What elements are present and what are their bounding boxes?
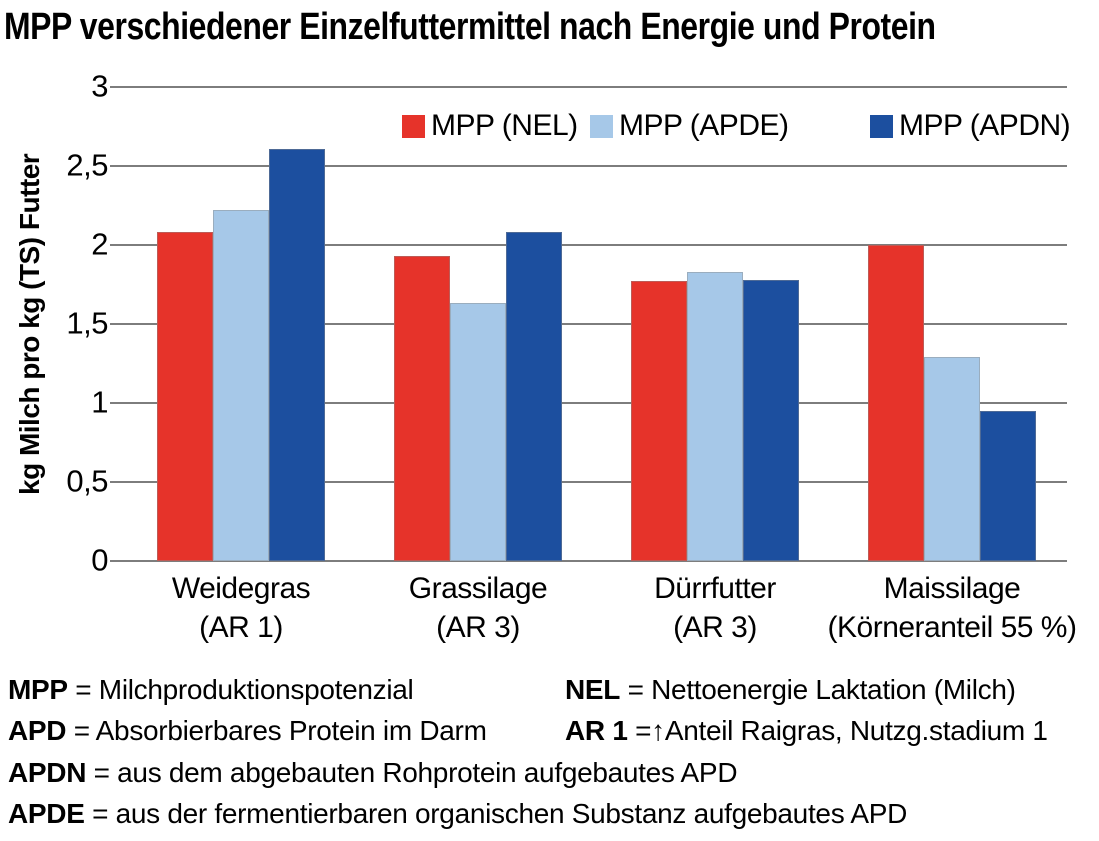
gridline-0 — [110, 560, 1067, 562]
footnote-row-4: APDE = aus der fermentierbaren organisch… — [8, 798, 1093, 830]
gridline-1,5 — [110, 323, 1067, 325]
legend-swatch-apdn — [870, 114, 893, 138]
x-category-label-1: Weidegras (AR 1) — [171, 572, 311, 644]
bar-mpp-apdn--cat4 — [980, 411, 1036, 561]
y-tick-label-3: 3 — [91, 68, 108, 104]
y-tick-label-1: 1 — [91, 384, 108, 420]
footnote-apdn: APDN = aus dem abgebauten Rohprotein auf… — [8, 757, 738, 788]
y-tick-label-2: 2 — [91, 226, 108, 262]
gridline-0,5 — [110, 481, 1067, 483]
legend-item-nel: MPP (NEL) — [402, 109, 578, 143]
footnote-mpp: MPP = Milchproduktionspotenzial — [8, 674, 414, 705]
bar-mpp-apdn--cat3 — [743, 280, 799, 561]
x-category-label-2: Grassilage (AR 3) — [408, 572, 548, 644]
legend-item-apdn: MPP (APDN) — [870, 109, 1071, 143]
y-tick-label-2,5: 2,5 — [66, 147, 108, 183]
y-tick-label-1,5: 1,5 — [66, 305, 108, 341]
chart-title: MPP verschiedener Einzelfuttermittel nac… — [4, 6, 936, 48]
legend-swatch-apde — [590, 114, 613, 138]
bar-mpp-apde--cat4 — [924, 357, 980, 561]
y-tick-label-0,5: 0,5 — [66, 463, 108, 499]
gridline-3 — [110, 86, 1067, 88]
footnote-apde: APDE = aus der fermentierbaren organisch… — [8, 798, 908, 829]
footnote-row-3: APDN = aus dem abgebauten Rohprotein auf… — [8, 757, 1093, 789]
bar-mpp-apdn--cat2 — [506, 232, 562, 561]
footnote-row-1: MPP = Milchproduktionspotenzial NEL = Ne… — [8, 674, 1093, 706]
footnote-nel: NEL = Nettoenergie Laktation (Milch) — [565, 674, 1016, 705]
x-category-label-3: Dürrfutter (AR 3) — [654, 572, 776, 644]
bar-mpp-nel--cat2 — [394, 256, 450, 561]
legend-label-nel: MPP (NEL) — [431, 109, 578, 142]
gridline-2,5 — [110, 165, 1067, 167]
legend-label-apde: MPP (APDE) — [619, 109, 789, 142]
x-category-label-4: Maissilage (Körneranteil 55 %) — [827, 572, 1077, 644]
bar-mpp-apdn--cat1 — [269, 149, 325, 561]
bar-mpp-nel--cat1 — [157, 232, 213, 561]
legend-swatch-nel — [402, 114, 425, 138]
plot-area: MPP (NEL) MPP (APDE) MPP (APDN) 0 0,5 1 1,5… — [66, 68, 1077, 644]
footnote-row-2: APD = Absorbierbares Protein im Darm AR … — [8, 715, 1093, 747]
gridline-2 — [110, 244, 1067, 246]
bar-mpp-nel--cat3 — [631, 281, 687, 561]
legend-label-apdn: MPP (APDN) — [899, 109, 1071, 142]
bar-mpp-nel--cat4 — [868, 245, 924, 561]
legend-item-apde: MPP (APDE) — [590, 109, 789, 143]
y-tick-label-0: 0 — [91, 542, 108, 578]
bar-mpp-apde--cat3 — [687, 272, 743, 561]
bar-mpp-apde--cat1 — [213, 210, 269, 561]
bar-mpp-apde--cat2 — [450, 303, 506, 561]
footnote-ar1: AR 1 =↑Anteil Raigras, Nutzg.stadium 1 — [565, 715, 1048, 746]
gridline-1 — [110, 402, 1067, 404]
footnote-apd: APD = Absorbierbares Protein im Darm — [8, 715, 487, 746]
